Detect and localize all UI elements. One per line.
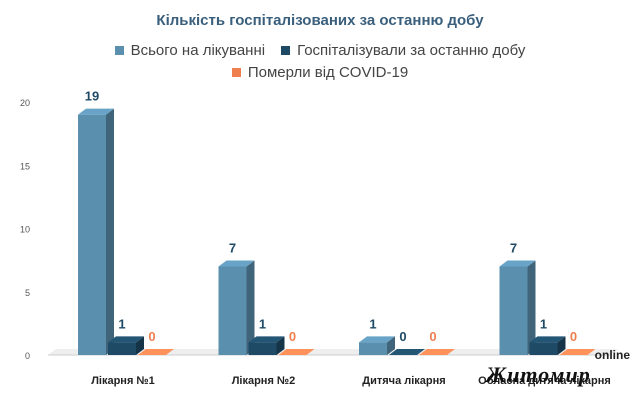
bar — [78, 114, 106, 356]
bar-top — [138, 349, 174, 355]
data-label: 1 — [540, 316, 547, 331]
legend-swatch-deaths — [231, 68, 241, 77]
y-tick-label: 15 — [20, 161, 30, 171]
watermark-online: online — [594, 348, 630, 362]
y-tick-label: 10 — [20, 225, 30, 235]
bar-top — [359, 336, 395, 343]
bar — [218, 266, 247, 355]
bar-top — [278, 349, 315, 355]
data-label: 19 — [85, 89, 99, 104]
bar-top — [559, 349, 596, 355]
data-label: 1 — [369, 316, 376, 331]
data-label: 0 — [148, 329, 155, 344]
bar-side — [527, 260, 536, 355]
data-label: 1 — [259, 316, 266, 331]
x-tick-label: Обласна дитяча лікарня — [478, 375, 611, 387]
bar-side — [106, 108, 114, 356]
bar-side — [557, 336, 566, 355]
data-label: 0 — [399, 329, 406, 344]
bar — [108, 342, 136, 355]
y-tick-label: 0 — [25, 351, 30, 361]
legend-item-deaths: Померли від COVID-19 — [231, 64, 409, 81]
legend-label-total: Всього на лікуванні — [130, 42, 266, 59]
bar-top — [108, 336, 144, 343]
legend-item-total: Всього на лікуванні — [114, 42, 266, 59]
bar — [499, 266, 528, 355]
bar-top — [248, 336, 285, 343]
data-label: 1 — [118, 316, 125, 331]
x-tick-label: Лікарня №1 — [91, 375, 155, 387]
bar — [359, 342, 387, 355]
data-label: 7 — [229, 240, 236, 255]
bar-side — [136, 336, 144, 355]
legend-label-hospitalized: Госпіталізували за останню добу — [297, 42, 526, 59]
bar-side — [276, 336, 285, 355]
legend-item-hospitalized: Госпіталізували за останню добу — [281, 42, 525, 59]
watermark-name: Житомир — [486, 362, 591, 387]
chart-floor — [48, 349, 618, 355]
y-tick-label: 20 — [20, 98, 30, 108]
chart-title: Кількість госпіталізованих за останню до… — [156, 12, 484, 29]
bar-top — [419, 349, 455, 355]
data-label: 7 — [510, 240, 517, 255]
data-label: 0 — [570, 329, 577, 344]
bar-top — [499, 260, 536, 267]
legend-swatch-total — [114, 46, 124, 55]
bar-side — [246, 260, 255, 355]
data-label: 0 — [289, 329, 296, 344]
bar-top — [529, 336, 566, 343]
data-label: 0 — [429, 329, 436, 344]
legend: Всього на лікуванні Госпіталізували за о… — [0, 42, 640, 59]
bar — [529, 342, 558, 355]
bar-top — [389, 349, 425, 355]
bar-top — [78, 108, 114, 115]
bar-side — [387, 336, 395, 355]
watermark-logo: online Житомир — [478, 346, 636, 398]
x-tick-label: Дитяча лікарня — [362, 375, 445, 387]
x-tick-label: Лікарня №2 — [232, 375, 296, 387]
legend-label-deaths: Померли від COVID-19 — [247, 64, 409, 81]
bar — [248, 342, 277, 355]
legend-row-2: Померли від COVID-19 — [0, 64, 640, 81]
bar-top — [218, 260, 255, 267]
legend-swatch-hospitalized — [281, 46, 291, 55]
y-tick-label: 5 — [25, 288, 30, 298]
